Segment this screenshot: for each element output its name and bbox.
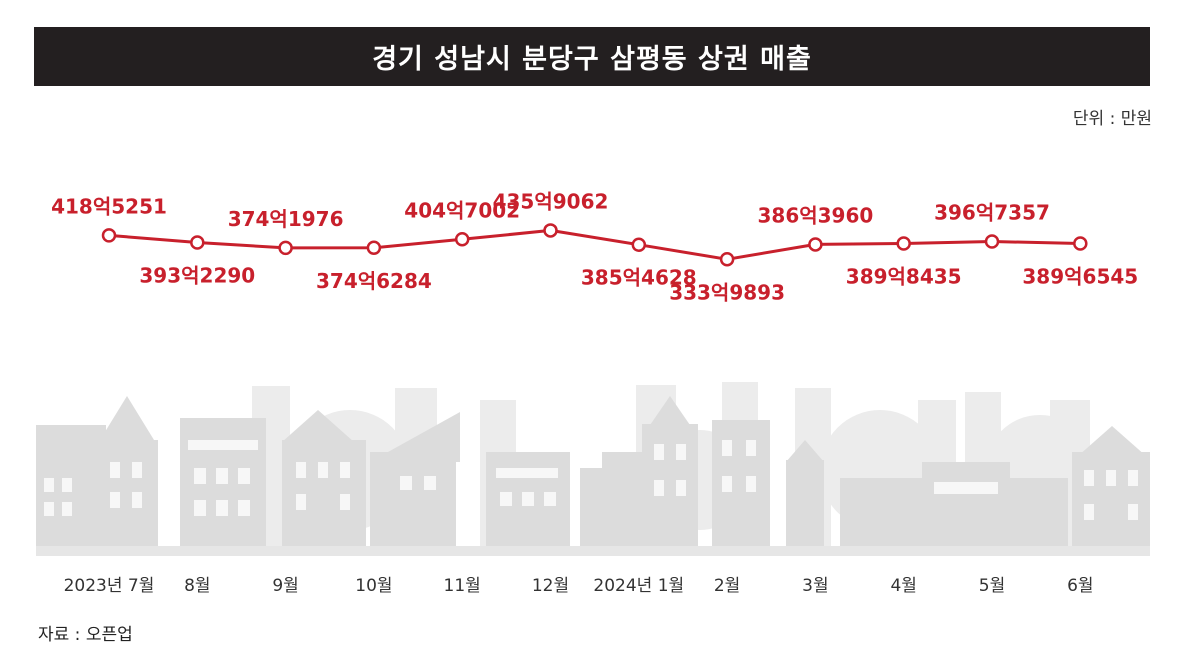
x-tick-label: 2024년 1월 bbox=[593, 576, 684, 596]
data-label: 389억8435 bbox=[846, 264, 962, 288]
data-labels: 418억5251 393억2290 374억1976 374억6284 404억7002… bbox=[51, 189, 1138, 304]
data-point bbox=[984, 234, 1000, 249]
source-note: 자료 : 오픈업 bbox=[38, 625, 133, 645]
data-point bbox=[896, 236, 911, 251]
data-point bbox=[366, 240, 382, 256]
data-label: 374억6284 bbox=[316, 269, 432, 293]
data-point bbox=[454, 232, 470, 247]
x-tick-label: 3월 bbox=[802, 576, 828, 596]
data-point bbox=[278, 240, 293, 256]
data-point bbox=[101, 228, 117, 243]
data-point bbox=[543, 223, 558, 238]
x-tick-label: 2월 bbox=[714, 576, 740, 596]
data-label: 396억7357 bbox=[934, 201, 1050, 225]
data-label: 389억6545 bbox=[1022, 265, 1138, 289]
data-label: 385억4628 bbox=[581, 266, 697, 290]
data-label: 435억9062 bbox=[493, 189, 609, 213]
x-tick-label: 4월 bbox=[890, 576, 916, 596]
data-label: 418억5251 bbox=[51, 194, 167, 218]
x-tick-label: 6월 bbox=[1067, 576, 1093, 596]
data-label: 374억1976 bbox=[228, 207, 344, 231]
chart-title: 경기 성남시 분당구 삼평동 상권 매출 bbox=[34, 27, 1150, 86]
data-point bbox=[190, 235, 205, 250]
unit-note: 단위 : 만원 bbox=[1072, 109, 1152, 129]
series-line bbox=[108, 228, 1081, 261]
data-point bbox=[631, 237, 647, 252]
data-point bbox=[808, 237, 823, 252]
city-skyline-illustration bbox=[36, 382, 1150, 556]
data-point bbox=[1073, 236, 1088, 251]
data-points bbox=[101, 223, 1088, 267]
data-label: 386억3960 bbox=[757, 203, 873, 227]
data-label: 393억2290 bbox=[139, 264, 255, 288]
data-label: 333억9893 bbox=[669, 280, 785, 304]
x-tick-label: 5월 bbox=[979, 576, 1005, 596]
x-tick-label: 12월 bbox=[532, 576, 569, 596]
x-tick-label: 8월 bbox=[184, 576, 210, 596]
data-label: 404억7002 bbox=[404, 198, 520, 222]
x-axis-ticks: 2023년 7월 8월 9월 10월 11월 12월 2024년 1월 2월 3월 4월 5월 6월 bbox=[64, 576, 1094, 596]
x-tick-label: 9월 bbox=[272, 576, 298, 596]
data-point bbox=[719, 252, 735, 267]
x-tick-label: 2023년 7월 bbox=[64, 576, 155, 596]
x-tick-label: 10월 bbox=[355, 576, 392, 596]
x-tick-label: 11월 bbox=[444, 576, 481, 596]
